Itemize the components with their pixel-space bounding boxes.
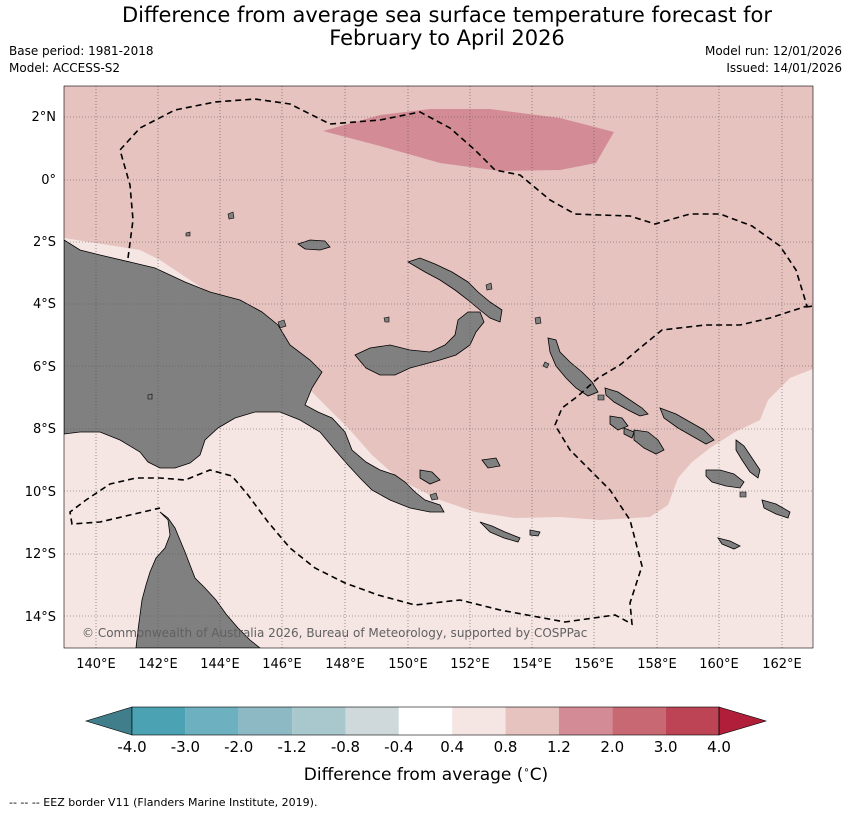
land-new-britain (354, 311, 485, 376)
colorbar-tick-label: -0.8 (331, 738, 360, 756)
lon-label: 146°E (262, 657, 302, 672)
colorbar-tick-label: 1.2 (547, 738, 571, 756)
anomaly-region-1-2-to-2-0 (323, 109, 614, 171)
colorbar-tick-label: 3.0 (654, 738, 678, 756)
map-frame (63, 85, 814, 649)
lon-label: 158°E (637, 657, 677, 672)
land-santa-isabel (659, 407, 715, 445)
colorbar-arrow-low (84, 706, 133, 736)
colorbar-swatch (505, 707, 559, 735)
colorbar-tick-label: 0.8 (494, 738, 518, 756)
colorbar-swatch (238, 707, 293, 735)
lat-label: 4°S (33, 297, 56, 312)
eez-border (69, 98, 813, 626)
land-makira (705, 469, 745, 489)
lon-label: 162°E (762, 657, 802, 672)
lat-label: 14°S (25, 610, 56, 625)
lat-label: 0° (41, 173, 56, 188)
land-san-cristobal-east (761, 499, 791, 519)
lon-label: 152°E (450, 657, 490, 672)
land-manus (297, 239, 331, 251)
colorbar-title: Difference from average (∘C) (304, 765, 548, 785)
title-line-2: February to April 2026 (329, 26, 565, 50)
lat-label: 10°S (25, 485, 56, 500)
title-line-1: Difference from average sea surface temp… (122, 3, 772, 27)
model-run: Model run: 12/01/2026 (704, 44, 842, 58)
copyright-notice: © Commonwealth of Australia 2026, Bureau… (82, 626, 587, 640)
meta-left: Base period: 1981-2018 Model: ACCESS-S2 (9, 43, 154, 77)
colorbar-swatch (185, 707, 239, 735)
colorbar-swatch (292, 707, 346, 735)
colorbar-swatch (345, 707, 399, 735)
colorbar-tick-label: -1.2 (277, 738, 306, 756)
colorbar-swatch (452, 707, 506, 735)
lon-label: 142°E (138, 657, 178, 672)
lon-label: 150°E (388, 657, 428, 672)
lat-label: 12°S (25, 547, 56, 562)
meta-right: Model run: 12/01/2026 Issued: 14/01/2026 (705, 43, 842, 77)
footer-note: -- -- -- EEZ border V11 (Flanders Marine… (9, 796, 318, 809)
lat-label: 8°S (33, 422, 56, 437)
colorbar-arrow-high (718, 706, 768, 736)
land-guadalcanal (633, 429, 665, 455)
map-area: © Commonwealth of Australia 2026, Bureau… (64, 86, 813, 648)
colorbar-legend: -4.0 -3.0 -2.0 -1.2 -0.8 -0.4 0.4 0.8 1.2 2.0 3.0 4… (84, 706, 768, 756)
colorbar-swatch (612, 707, 666, 735)
land-small-islands (147, 211, 747, 501)
gridlines (64, 86, 813, 648)
lon-label: 140°E (76, 657, 116, 672)
land-rennell (717, 537, 741, 550)
land-new-georgia (609, 415, 635, 439)
land-louisiade (419, 457, 541, 543)
lat-label: 2°S (33, 235, 56, 250)
colorbar-swatch (665, 707, 719, 735)
colorbar-frame (131, 706, 720, 736)
colorbar-swatch (398, 707, 453, 735)
colorbar-tick-label: -2.0 (224, 738, 253, 756)
lat-label: 2°N (32, 110, 57, 125)
map-title: Difference from average sea surface temp… (0, 4, 850, 50)
colorbar-swatch (558, 707, 613, 735)
colorbar-tick-label: -0.4 (384, 738, 413, 756)
lon-label: 156°E (574, 657, 614, 672)
land-malaita (735, 439, 761, 479)
model-name: Model: ACCESS-S2 (9, 61, 121, 75)
lon-label: 154°E (512, 657, 552, 672)
lon-label: 148°E (325, 657, 365, 672)
latitude-labels: 2°N 0° 2°S 4°S 6°S 8°S 10°S 12°S 14°S (25, 110, 56, 625)
issued-date: Issued: 14/01/2026 (726, 61, 842, 75)
base-period: Base period: 1981-2018 (9, 44, 154, 58)
colorbar-tick-label: 4.0 (707, 738, 731, 756)
lon-label: 144°E (200, 657, 240, 672)
lon-label: 160°E (699, 657, 739, 672)
lat-label: 6°S (33, 360, 56, 375)
longitude-labels: 140°E 142°E 144°E 146°E 148°E 150°E 152°… (76, 657, 802, 672)
colorbar-tick-label: 0.4 (440, 738, 464, 756)
land-new-ireland (407, 257, 503, 323)
colorbar-tick-label: 2.0 (600, 738, 624, 756)
anomaly-region-0-8-to-1-2 (64, 86, 813, 520)
land-new-guinea (64, 239, 445, 513)
colorbar-swatch (132, 707, 186, 735)
colorbar-tick-label: -3.0 (171, 738, 200, 756)
colorbar-tick-label: -4.0 (117, 738, 146, 756)
land-choiseul (604, 387, 649, 417)
land-cape-york (135, 511, 261, 648)
